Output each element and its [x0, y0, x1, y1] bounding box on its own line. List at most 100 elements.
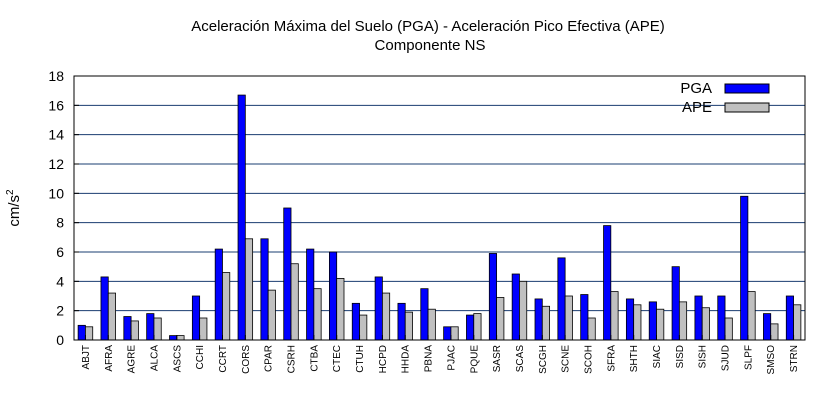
x-tick-label: CSRH — [287, 345, 298, 373]
x-tick-label: AFRA — [104, 345, 115, 372]
legend-swatch-ape — [724, 102, 770, 113]
x-tick-label: CORS — [241, 345, 252, 374]
x-tick-label: CTBA — [309, 345, 320, 372]
grid-lines — [74, 104, 805, 312]
x-tick-label: SCOH — [583, 345, 594, 374]
x-tick-label: SLPF — [743, 345, 754, 370]
bar-pga-hhda — [397, 302, 406, 341]
bar-ape-sisd — [678, 301, 688, 341]
bar-pga-cpar — [260, 238, 269, 341]
y-tick-label: 16 — [48, 97, 64, 113]
x-tick-label: CTUH — [355, 345, 366, 373]
bar-ape-cchi — [199, 317, 208, 341]
bar-ape-ctuh — [359, 314, 368, 341]
bar-pga-abjt — [77, 324, 86, 341]
bar-ape-sasr — [496, 297, 505, 341]
bar-ape-ctec — [336, 277, 345, 341]
legend: PGA APE — [680, 80, 770, 116]
x-tick-label: CCRT — [218, 345, 229, 373]
bar-pga-scne — [557, 257, 566, 341]
bar-ape-pbna — [427, 308, 436, 341]
x-tick-label: HHDA — [401, 345, 412, 374]
y-tick-label: 0 — [56, 332, 64, 348]
x-tick-label: SMSO — [766, 345, 777, 375]
legend-label-ape: APE — [682, 99, 712, 116]
bar-ape-agre — [130, 320, 139, 341]
svg-text:cm/s2: cm/s2 — [5, 189, 23, 227]
bar-ape-siac — [656, 308, 665, 341]
bar-pga-ctec — [328, 251, 338, 341]
bar-pga-cors — [237, 94, 246, 341]
x-tick-label: AGRE — [127, 345, 138, 374]
bar-ape-pque — [473, 313, 482, 341]
x-tick-label: PBNA — [424, 345, 435, 373]
bar-pga-sasr — [488, 253, 498, 341]
bar-ape-scgh — [541, 305, 550, 341]
x-tick-label: STRN — [789, 345, 800, 372]
bar-ape-csrh — [290, 263, 299, 341]
legend-swatch-pga — [724, 83, 770, 94]
bar-ape-scas — [519, 280, 528, 341]
x-tick-label: SHTH — [629, 345, 640, 372]
x-tick-label: SISH — [698, 345, 709, 368]
bar-pga-sisd — [671, 266, 680, 341]
x-tick-label: SIAC — [652, 345, 663, 368]
bar-ape-hcpd — [381, 292, 391, 341]
bar-pga-smso — [763, 313, 772, 341]
bar-pga-slpf — [740, 195, 749, 341]
bar-pga-agre — [123, 316, 132, 341]
y-tick-label: 12 — [48, 156, 64, 172]
bar-pga-ctuh — [351, 302, 360, 341]
bar-ape-hhda — [404, 311, 413, 341]
x-tick-label: CTEC — [332, 345, 343, 372]
bar-ape-ctba — [313, 288, 322, 341]
bar-ape-sjud — [724, 317, 733, 341]
legend-label-pga: PGA — [680, 80, 712, 97]
bar-pga-strn — [785, 295, 794, 341]
x-tick-label: SCAS — [515, 345, 526, 373]
x-axis-ticks: ABJT AFRA AGRE ALCA ASCS CCHI CCRT CORS CPAR CSRH… — [81, 335, 800, 374]
bar-ape-sfra — [610, 291, 619, 341]
bar-pga-pque — [466, 314, 475, 341]
bar-pga-cchi — [191, 295, 201, 341]
bar-ape-scoh — [587, 317, 596, 341]
x-tick-label: PQUE — [469, 345, 480, 374]
bar-pga-scas — [511, 273, 520, 341]
y-tick-label: 10 — [48, 185, 64, 201]
bars — [77, 94, 802, 341]
bar-ape-scne — [564, 295, 573, 341]
x-tick-label: SCGH — [538, 345, 549, 374]
y-tick-label: 14 — [48, 127, 64, 143]
bar-ape-cpar — [267, 289, 276, 341]
bar-ape-strn — [793, 304, 802, 341]
bar-ape-pjac — [450, 326, 459, 341]
y-tick-label: 4 — [56, 273, 64, 289]
x-tick-label: ALCA — [149, 345, 160, 371]
bar-ape-shth — [633, 304, 642, 341]
bar-pga-shth — [625, 298, 635, 341]
y-axis-label: cm/s2 — [5, 189, 23, 227]
y-axis-label-exponent: 2 — [5, 189, 16, 195]
bar-pga-scoh — [580, 294, 589, 341]
plot-frame — [73, 75, 806, 341]
bar-pga-siac — [648, 301, 657, 341]
x-tick-label: HCPD — [378, 345, 389, 373]
y-axis-ticks: 0 2 4 6 8 10 12 14 16 18 — [48, 68, 79, 348]
bar-pga-afra — [100, 276, 109, 341]
x-tick-label: ABJT — [81, 345, 92, 369]
bar-pga-sjud — [717, 295, 726, 341]
bar-ape-smso — [770, 323, 779, 341]
bar-ape-ascs — [176, 335, 185, 341]
bar-ape-cors — [244, 238, 254, 341]
chart-subtitle: Componente NS — [375, 37, 486, 54]
bar-pga-sish — [694, 295, 703, 341]
bar-ape-abjt — [85, 326, 94, 341]
bar-pga-csrh — [283, 207, 292, 341]
bar-pga-scgh — [534, 298, 543, 341]
y-tick-label: 18 — [48, 68, 64, 84]
x-tick-label: CCHI — [195, 345, 206, 369]
chart-title: Aceleración Máxima del Suelo (PGA) - Ace… — [191, 18, 665, 35]
bar-ape-ccrt — [222, 272, 231, 341]
bar-ape-sish — [701, 307, 710, 341]
